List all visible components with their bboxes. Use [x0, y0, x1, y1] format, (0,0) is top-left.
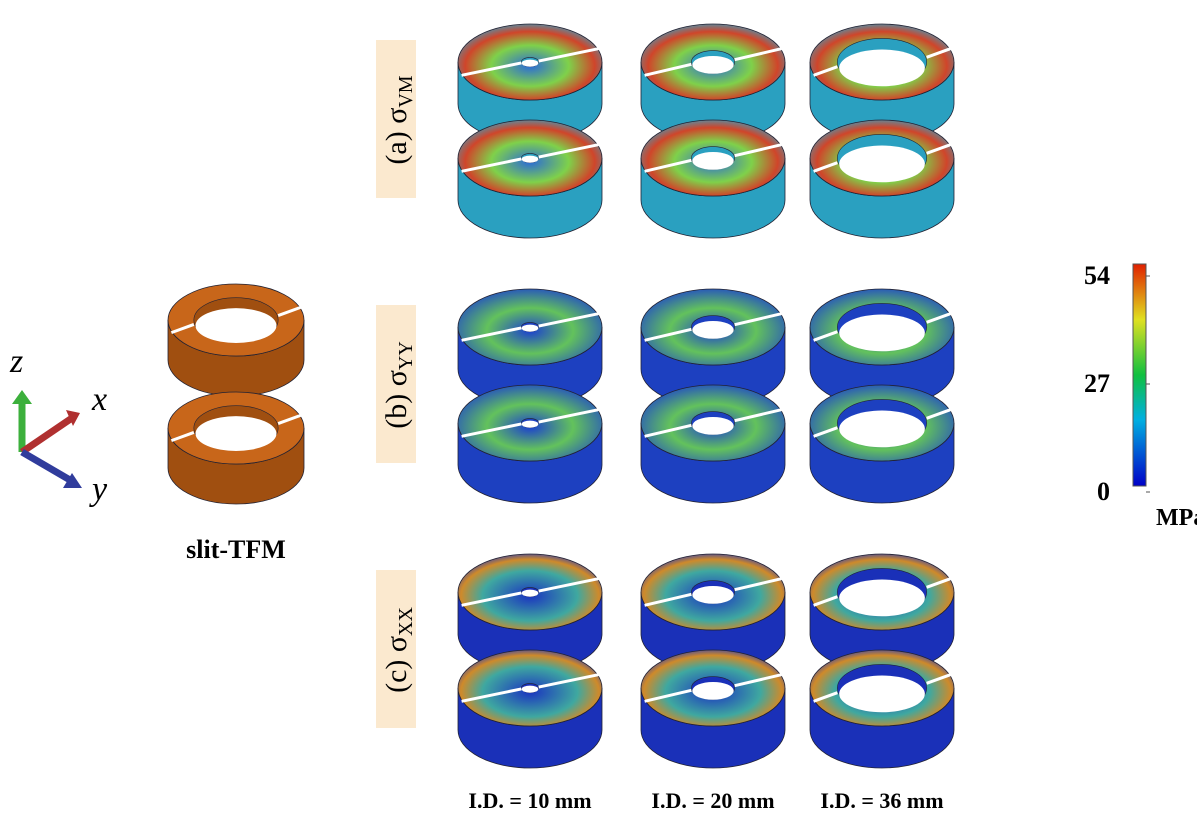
slit	[644, 158, 692, 173]
slit	[734, 143, 782, 158]
slit	[170, 431, 195, 443]
slit	[813, 330, 838, 342]
z-arrowhead	[12, 390, 32, 404]
slit	[644, 592, 692, 607]
x-label: x	[91, 381, 107, 418]
ring-hole	[839, 410, 925, 448]
slit	[461, 157, 522, 173]
slit	[813, 595, 838, 607]
row-label-box	[376, 570, 416, 728]
row-label-box	[376, 305, 416, 463]
slit	[538, 312, 599, 328]
ring-hole	[195, 416, 277, 451]
slit	[170, 323, 195, 335]
slit	[461, 422, 522, 438]
slit	[813, 161, 838, 173]
slit	[461, 326, 522, 342]
slit	[644, 688, 692, 703]
z-label: z	[9, 343, 23, 380]
slit	[813, 691, 838, 703]
slit	[734, 673, 782, 688]
slit	[538, 143, 599, 159]
slit	[926, 312, 951, 324]
colorbar-tick-label: 27	[1084, 369, 1110, 398]
ring-hole	[692, 55, 734, 74]
slit	[734, 47, 782, 62]
ring-hole	[521, 324, 539, 332]
ring-hole	[195, 308, 277, 343]
colorbar: MPa 54 27 0	[1084, 261, 1197, 531]
slit	[813, 426, 838, 438]
ring-hole	[521, 685, 539, 693]
slit	[277, 305, 302, 317]
slit	[926, 47, 951, 59]
y-arrowhead	[63, 473, 82, 488]
ring-hole	[692, 151, 734, 170]
slit	[926, 143, 951, 155]
column-label: I.D. = 10 mm	[468, 788, 591, 813]
row-label: (c) σXX	[380, 607, 417, 693]
slit	[734, 577, 782, 592]
row-label-box	[376, 40, 416, 198]
slit	[538, 408, 599, 424]
y-label: y	[89, 471, 108, 508]
ring-hole	[692, 585, 734, 604]
slit	[538, 673, 599, 689]
ring-hole	[692, 416, 734, 435]
slit	[461, 591, 522, 607]
slit	[538, 47, 599, 63]
x-arrow	[20, 415, 74, 455]
ring-hole	[839, 314, 925, 352]
row-label: (a) σVM	[380, 75, 417, 164]
column-label: I.D. = 36 mm	[820, 788, 943, 813]
column-label: I.D. = 20 mm	[651, 788, 774, 813]
ring-hole	[521, 420, 539, 428]
ring-hole	[521, 59, 539, 67]
colorbar-unit: MPa	[1156, 505, 1197, 531]
axes-triad: z x y	[9, 343, 108, 508]
colorbar-tick-label: 54	[1084, 261, 1110, 290]
colorbar-scale	[1132, 263, 1147, 487]
ring-hole	[692, 320, 734, 339]
slit	[813, 65, 838, 77]
slit	[644, 327, 692, 342]
model-label: slit-TFM	[186, 535, 286, 564]
slit	[277, 413, 302, 425]
slit	[734, 312, 782, 327]
ring-hole	[839, 49, 925, 87]
slit	[644, 423, 692, 438]
ring-hole	[521, 589, 539, 597]
slit	[926, 408, 951, 420]
slit	[644, 62, 692, 77]
x-arrowhead	[66, 410, 80, 426]
ring-hole	[839, 675, 925, 713]
slit	[926, 577, 951, 589]
slit	[734, 408, 782, 423]
colorbar-tick-label: 0	[1097, 477, 1110, 506]
ring-hole	[839, 145, 925, 183]
slit	[538, 577, 599, 593]
slit	[926, 673, 951, 685]
ring-hole	[692, 681, 734, 700]
y-arrow	[20, 448, 72, 484]
slit	[461, 61, 522, 77]
row-label: (b) σYY	[380, 341, 417, 429]
slit	[461, 687, 522, 703]
ring-hole	[839, 579, 925, 617]
ring-hole	[521, 155, 539, 163]
